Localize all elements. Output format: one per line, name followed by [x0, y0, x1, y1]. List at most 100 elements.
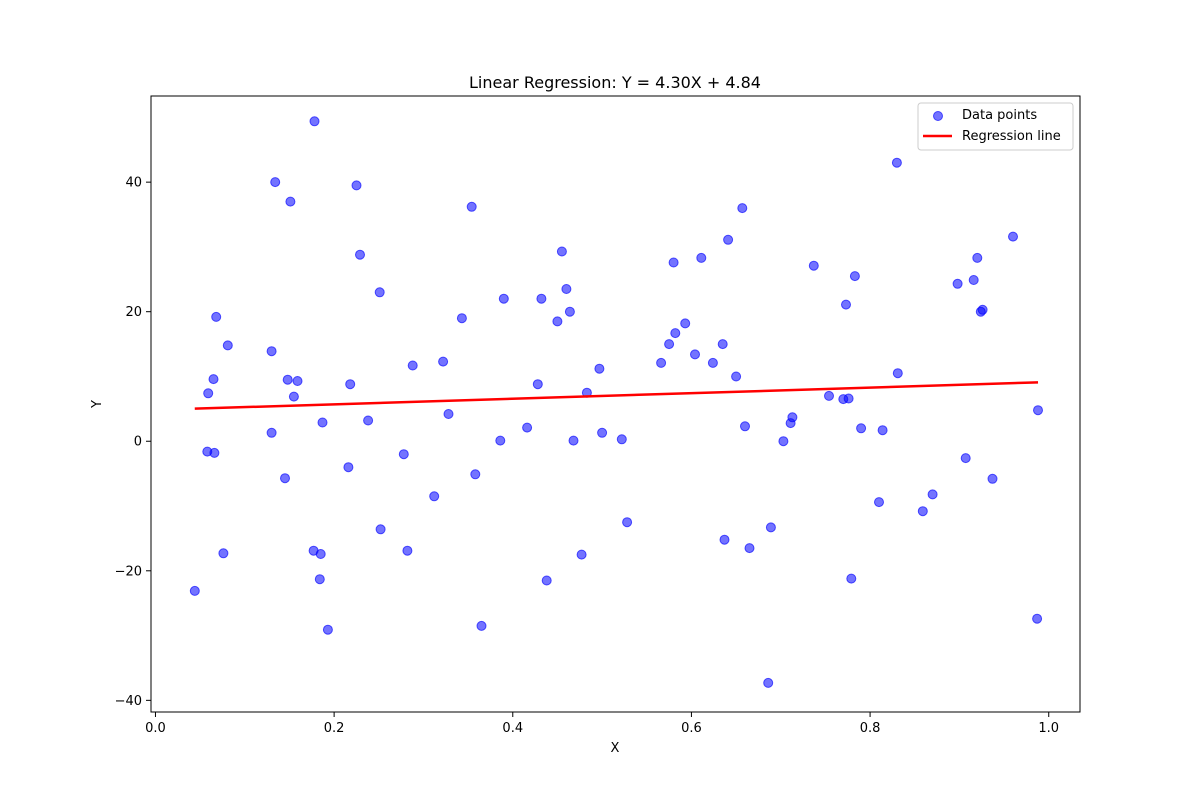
data-point — [717, 339, 728, 350]
x-tick-label: 0.0 — [145, 721, 166, 736]
data-point — [292, 376, 303, 386]
data-point — [977, 304, 988, 315]
data-point — [856, 423, 867, 434]
data-point — [218, 548, 229, 559]
data-point — [960, 453, 971, 464]
data-point — [282, 374, 293, 385]
data-point — [707, 357, 718, 368]
regression-line — [194, 381, 1039, 410]
data-point — [536, 293, 547, 304]
data-point — [1008, 231, 1018, 242]
data-point — [874, 497, 884, 508]
data-point — [532, 379, 543, 390]
y-tick-label: 20 — [125, 305, 142, 320]
data-point — [556, 246, 567, 257]
data-point — [723, 234, 734, 245]
data-point — [317, 417, 328, 428]
data-point — [952, 278, 963, 289]
chart-title: Linear Regression: Y = 4.30X + 4.84 — [469, 73, 761, 92]
data-point — [891, 157, 902, 168]
data-point — [841, 299, 851, 310]
data-point — [656, 357, 667, 368]
legend-box — [917, 102, 1074, 151]
data-point — [398, 449, 409, 460]
data-point — [968, 275, 979, 285]
data-point — [597, 427, 608, 438]
y-axis-ticks: −40 −20 0 20 40 — [115, 176, 151, 709]
data-point — [402, 545, 413, 556]
data-point — [355, 249, 365, 260]
data-point — [564, 306, 575, 317]
legend-label-regression-line: Regression line — [962, 129, 1061, 144]
data-point — [222, 340, 233, 351]
data-point — [407, 360, 418, 371]
data-point — [670, 328, 681, 339]
x-axis-label: X — [611, 741, 620, 756]
data-point — [1032, 613, 1043, 624]
data-point — [189, 585, 200, 596]
data-point — [719, 534, 730, 545]
data-point — [877, 425, 888, 436]
data-point — [498, 293, 509, 304]
data-point — [375, 524, 386, 535]
data-point — [351, 180, 362, 191]
data-point — [1033, 405, 1043, 416]
data-point — [763, 677, 774, 688]
data-point — [203, 388, 214, 399]
data-point — [972, 252, 983, 263]
data-point — [927, 489, 938, 500]
data-point — [456, 313, 467, 324]
data-point — [552, 316, 563, 327]
data-point — [668, 257, 679, 268]
data-point — [846, 573, 857, 584]
data-point — [696, 252, 707, 263]
data-point — [322, 624, 333, 635]
data-point — [849, 271, 860, 282]
data-point — [374, 287, 385, 298]
data-point — [309, 116, 320, 127]
data-point — [917, 506, 928, 517]
y-tick-label: 0 — [134, 435, 142, 450]
data-point — [208, 374, 219, 385]
data-point — [737, 203, 748, 214]
data-point — [616, 434, 627, 445]
data-point — [808, 260, 819, 271]
data-point — [288, 391, 299, 402]
data-point — [843, 393, 854, 404]
x-tick-label: 0.4 — [502, 721, 523, 736]
data-point — [765, 522, 776, 533]
y-tick-label: 40 — [125, 176, 142, 191]
legend: Data points Regression line — [917, 102, 1074, 151]
data-point — [280, 473, 290, 484]
legend-marker-data-points — [933, 111, 943, 121]
data-point — [680, 318, 691, 329]
x-axis-ticks: 0.0 0.2 0.4 0.6 0.8 1.0 — [145, 712, 1059, 736]
data-point — [664, 339, 675, 350]
data-point — [787, 412, 798, 423]
data-point — [266, 427, 277, 438]
data-point — [209, 447, 220, 458]
data-point — [270, 177, 281, 188]
data-point — [522, 422, 533, 433]
data-point — [476, 620, 487, 631]
data-point — [731, 371, 742, 382]
data-point — [363, 415, 374, 426]
data-point — [568, 435, 579, 446]
data-point — [541, 575, 552, 586]
x-tick-label: 0.6 — [681, 721, 702, 736]
data-point — [744, 543, 755, 554]
data-point — [892, 368, 903, 379]
data-point — [470, 469, 481, 480]
data-point — [211, 311, 222, 322]
data-point — [495, 435, 506, 446]
regression-line-layer — [194, 381, 1039, 410]
data-point — [778, 436, 789, 447]
data-points-layer — [189, 116, 1043, 688]
y-axis-label: Y — [90, 400, 105, 409]
y-tick-label: −40 — [115, 694, 142, 709]
data-point — [987, 473, 998, 484]
y-tick-label: −20 — [115, 564, 142, 579]
data-point — [740, 421, 750, 432]
data-point — [266, 346, 277, 357]
